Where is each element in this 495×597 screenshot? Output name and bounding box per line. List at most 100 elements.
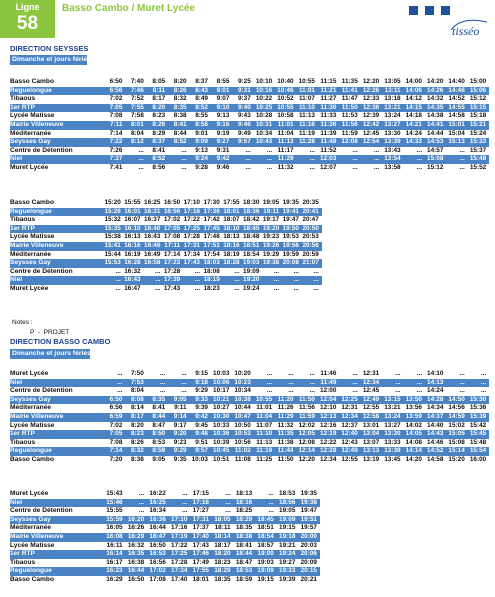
time-cell: 12:25 xyxy=(341,395,358,403)
time-cell: 16:26 xyxy=(127,524,145,532)
time-cell: 13:18 xyxy=(384,95,401,103)
time-cell: ... xyxy=(480,370,487,377)
time-cell: 14:28 xyxy=(427,395,444,403)
time-cell: ... xyxy=(194,267,200,275)
time-cell: ... xyxy=(373,146,380,154)
time-cell: 11:50 xyxy=(341,103,358,111)
time-cell: 20:41 xyxy=(302,207,319,215)
time-cell: 16:40 xyxy=(144,224,161,232)
time-cell: 18:17 xyxy=(214,541,231,549)
time-cell: 17:49 xyxy=(192,558,209,566)
time-cell: 16:58 xyxy=(144,259,161,267)
time-cell: ... xyxy=(159,370,166,377)
time-cell: 19:03 xyxy=(243,259,260,267)
time-cell: 18:23 xyxy=(214,558,231,566)
time-cell: 18:45 xyxy=(257,515,274,523)
time-cell: ... xyxy=(288,387,294,395)
time-cell: 16:10 xyxy=(124,224,141,232)
time-cell: 10:39 xyxy=(213,438,230,446)
stop-name: Lycée Matisse xyxy=(10,541,55,549)
time-cell: 8:23 xyxy=(130,430,144,438)
time-cell: 12:00 xyxy=(320,387,337,395)
time-cell: 16:25 xyxy=(149,498,166,506)
time-cell: 18:01 xyxy=(192,576,209,583)
time-cell: 14:50 xyxy=(448,395,465,403)
time-cell: 13:54 xyxy=(384,155,401,163)
note-item: P - PROJET xyxy=(30,329,70,336)
time-cell: ... xyxy=(266,146,273,154)
time-cell: 10:44 xyxy=(234,404,251,412)
stop-name: Mairie Villeneuve xyxy=(10,242,64,249)
row-band xyxy=(10,224,322,234)
time-cell: 14:34 xyxy=(427,404,444,412)
time-cell: 19:15 xyxy=(279,524,296,532)
time-cell: 9:31 xyxy=(237,86,251,94)
time-cell: 11:48 xyxy=(320,138,337,146)
time-cell: 15:35 xyxy=(104,224,121,232)
time-cell: 10:34 xyxy=(234,387,251,395)
time-cell: ... xyxy=(194,285,200,292)
time-cell: 11:30 xyxy=(320,103,337,111)
day-label: Dimanche et jours fériés xyxy=(12,56,91,63)
time-cell: 8:20 xyxy=(173,78,187,85)
time-cell: 11:35 xyxy=(277,430,294,438)
table-row: Muret Lycée 7:41... 8:56... 9:28 9:46...... 1… xyxy=(0,164,495,173)
table-row: 1er RTP 15:35 16:10 16:40 17:05 17:25 17:45 18:… xyxy=(0,224,495,234)
time-cell: 11:10 xyxy=(298,103,315,111)
time-cell: 13:30 xyxy=(384,129,401,137)
time-cell: 13:05 xyxy=(384,78,401,85)
stop-name: Muret Lycée xyxy=(10,370,49,377)
row-band xyxy=(10,276,322,285)
time-cell: 11:52 xyxy=(320,146,337,154)
time-cell: 12:58 xyxy=(362,413,380,420)
time-cell: 14:37 xyxy=(427,413,444,420)
time-cell: 12:08 xyxy=(341,138,358,146)
time-cell: 8:37 xyxy=(152,138,166,146)
row-band xyxy=(10,86,490,96)
time-cell: 7:55 xyxy=(130,103,144,111)
stop-name: Mairie Villeneuve xyxy=(10,121,64,128)
table-row: 1er RTP 7:05 7:55 8:20 8:35 8:52 9:10 9:40 10:25… xyxy=(0,103,495,113)
time-cell: 20:50 xyxy=(302,224,319,232)
time-cell: 8:52 xyxy=(195,103,208,111)
line-number: 58 xyxy=(16,13,39,34)
time-cell: 18:44 xyxy=(235,550,253,558)
time-cell: 10:47 xyxy=(234,413,251,420)
time-cell: 17:28 xyxy=(183,233,200,241)
time-cell: 8:55 xyxy=(216,78,230,85)
time-cell: 12:02 xyxy=(298,421,315,429)
stop-name: Mairie Villeneuve xyxy=(10,413,64,420)
time-cell: 17:48 xyxy=(203,233,220,241)
time-cell: 16:43 xyxy=(144,233,161,241)
time-cell: ... xyxy=(459,164,465,171)
time-cell: 16:35 xyxy=(127,550,145,558)
time-cell: 8:37 xyxy=(195,78,208,85)
time-cell: ... xyxy=(115,276,121,284)
time-cell: 17:43 xyxy=(163,285,181,292)
time-cell: 8:55 xyxy=(195,112,208,120)
time-cell: 8:01 xyxy=(130,121,144,128)
row-band xyxy=(10,515,320,525)
time-cell: 8:17 xyxy=(130,413,144,420)
time-cell: 7:14 xyxy=(109,129,123,137)
time-cell: 18:03 xyxy=(203,259,220,267)
time-cell: 16:47 xyxy=(124,285,141,292)
time-cell: 8:35 xyxy=(152,395,166,403)
time-cell: ... xyxy=(225,507,231,515)
time-cell: 19:38 xyxy=(262,259,280,267)
stop-name: Reguelongue xyxy=(10,207,52,215)
time-cell: 19:39 xyxy=(279,576,296,583)
time-cell: 9:23 xyxy=(173,438,187,446)
table-row: Mairie Villeneuve 16:08 16:29 16:47 17:19 17:… xyxy=(0,533,495,542)
time-cell: 16:37 xyxy=(144,216,161,224)
time-cell: 18:13 xyxy=(235,490,253,497)
time-cell: 7:58 xyxy=(130,112,144,120)
stop-name: Tibaous xyxy=(10,438,36,446)
time-cell: 9:33 xyxy=(195,395,208,403)
time-cell: 15:02 xyxy=(448,421,465,429)
stop-name: Muret Lycée xyxy=(10,285,49,292)
time-cell: ... xyxy=(115,285,121,292)
time-cell: 12:31 xyxy=(362,370,380,377)
time-cell: 11:53 xyxy=(341,112,358,120)
row-band xyxy=(10,533,320,542)
